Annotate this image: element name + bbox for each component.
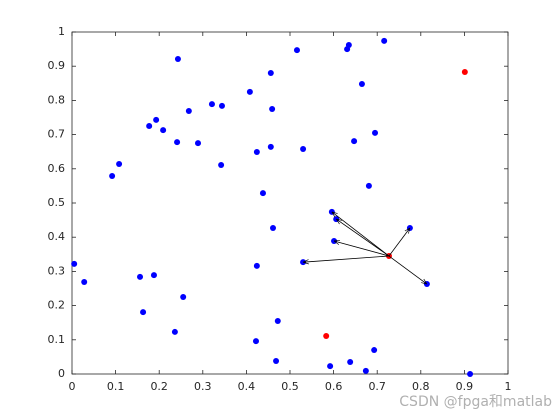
- y-tick-label: 0.8: [48, 93, 66, 106]
- point: [269, 224, 276, 231]
- y-tick-label: 0.3: [48, 264, 66, 277]
- y-tick-label: 1: [58, 25, 65, 38]
- point: [116, 161, 123, 168]
- point: [371, 347, 378, 354]
- watermark: CSDN @fpga和matlab: [399, 394, 552, 410]
- point: [180, 294, 187, 301]
- point: [174, 56, 181, 63]
- y-tick-label: 0.7: [48, 128, 66, 141]
- y-tick-label: 0.6: [48, 162, 66, 175]
- y-tick-label: 0.1: [48, 333, 66, 346]
- point: [185, 108, 192, 115]
- x-tick-label: 0: [69, 380, 76, 393]
- point: [323, 333, 330, 340]
- point: [293, 47, 300, 54]
- x-tick-label: 0.8: [412, 380, 430, 393]
- point: [351, 138, 358, 145]
- y-tick-label: 0: [58, 367, 65, 380]
- point: [150, 272, 157, 279]
- point: [146, 123, 153, 130]
- arrow: [388, 228, 410, 257]
- point: [467, 371, 474, 377]
- point: [269, 105, 276, 112]
- point: [347, 359, 354, 366]
- point: [218, 162, 225, 169]
- plot-area: [71, 31, 509, 375]
- point: [253, 149, 260, 156]
- point: [259, 190, 266, 197]
- x-tick-label: 0.2: [150, 380, 168, 393]
- point: [300, 145, 307, 152]
- x-tick-label: 0.5: [281, 380, 299, 393]
- point: [218, 102, 225, 109]
- point: [71, 260, 78, 267]
- point: [137, 273, 144, 280]
- x-tick-label: 1: [505, 380, 512, 393]
- point: [365, 182, 372, 189]
- x-tick-label: 0.3: [194, 380, 212, 393]
- point: [160, 127, 167, 134]
- point: [327, 363, 334, 370]
- point: [195, 140, 202, 147]
- point: [274, 317, 281, 324]
- x-tick-label: 0.9: [456, 380, 474, 393]
- y-tick-label: 0.5: [48, 196, 66, 209]
- point: [273, 358, 280, 365]
- point: [140, 309, 147, 316]
- point: [174, 139, 181, 146]
- point: [461, 69, 468, 76]
- point: [171, 328, 178, 335]
- x-tick-label: 0.7: [368, 380, 386, 393]
- point: [344, 46, 351, 53]
- point: [267, 70, 274, 77]
- point: [246, 88, 253, 95]
- x-tick-label: 0.6: [325, 380, 343, 393]
- point: [267, 143, 274, 150]
- arrow: [388, 255, 427, 284]
- y-tick-label: 0.4: [48, 230, 66, 243]
- point: [253, 262, 260, 269]
- y-tick-label: 0.9: [48, 59, 66, 72]
- point: [81, 279, 88, 286]
- point: [252, 338, 259, 345]
- arrow: [334, 241, 390, 257]
- point: [372, 129, 379, 136]
- point: [358, 80, 365, 87]
- point: [153, 116, 160, 123]
- point: [109, 172, 116, 179]
- point: [208, 101, 215, 108]
- y-tick-label: 0.2: [48, 299, 66, 312]
- x-tick-label: 0.4: [238, 380, 256, 393]
- arrow: [336, 219, 390, 257]
- arrow: [303, 255, 390, 262]
- point: [381, 37, 388, 44]
- x-tick-label: 0.1: [107, 380, 125, 393]
- point: [362, 367, 369, 374]
